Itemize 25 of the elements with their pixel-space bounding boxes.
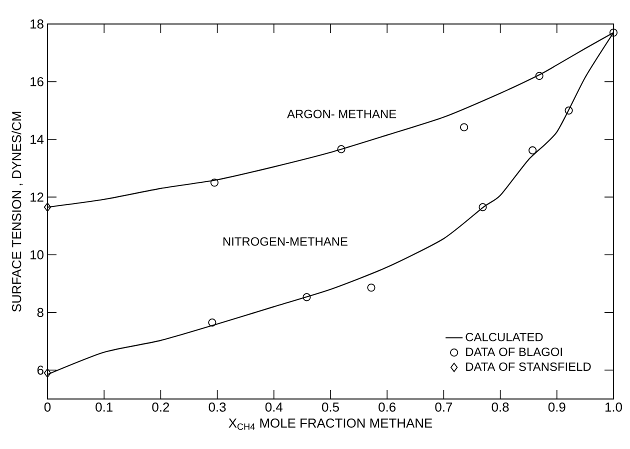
x-tick-label: 0.9 xyxy=(548,402,566,412)
x-tick-label: 0.4 xyxy=(265,402,283,412)
x-tick-label: 0.2 xyxy=(152,402,170,412)
x-tick-label: 0.3 xyxy=(208,402,226,412)
x-tick-label: 0.8 xyxy=(492,402,509,412)
x-tick-label: 0 xyxy=(44,402,51,412)
legend-label: CALCULATED xyxy=(466,332,543,342)
x-tick-label: 0.1 xyxy=(96,402,112,412)
y-tick-label: 14 xyxy=(30,134,44,144)
x-tick-label: 0.6 xyxy=(378,402,396,412)
y-tick-label: 10 xyxy=(30,250,44,260)
x-axis-title: X$_{CH4}$ MOLE FRACTION METHANE xyxy=(228,418,432,430)
y-tick-label: 8 xyxy=(37,308,44,318)
legend-label: DATA OF BLAGOI xyxy=(466,348,562,356)
y-tick-label: 12 xyxy=(30,192,44,202)
y-tick-label: 18 xyxy=(30,19,44,29)
y-tick-label: 6 xyxy=(37,366,44,375)
x-tick-label: 1.0 xyxy=(605,402,622,412)
annotation: ARGON- METHANE xyxy=(287,110,396,118)
x-tick-label: 0.7 xyxy=(435,402,452,412)
y-axis-title: SURFACE TENSION , DYNES/CM xyxy=(12,112,23,312)
y-tick-label: 16 xyxy=(30,77,44,86)
legend-label: DATA OF STANSFIELD xyxy=(466,362,591,371)
x-tick-label: 0.5 xyxy=(322,402,339,412)
annotation: NITROGEN-METHANE xyxy=(223,237,348,246)
